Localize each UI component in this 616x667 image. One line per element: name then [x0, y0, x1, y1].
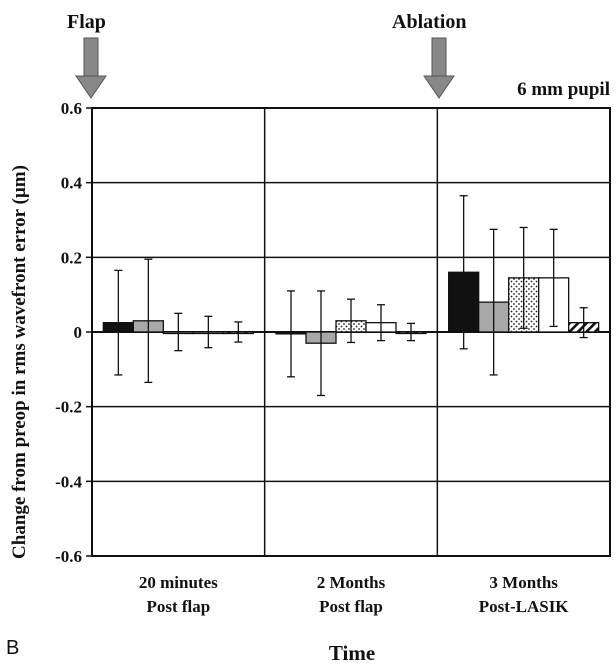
y-tick-label: 0.2: [61, 248, 82, 267]
panel-letter: B: [6, 637, 20, 659]
y-tick-labels: -0.6 -0.4 -0.2 0 0.2 0.4 0.6: [55, 99, 82, 566]
x-tick-label: 20 minutes: [139, 573, 218, 592]
y-tick-label: -0.6: [55, 547, 82, 566]
x-tick-label: Post flap: [146, 597, 210, 616]
y-tick-label: 0.6: [61, 99, 82, 118]
flap-annotation: Flap: [67, 11, 106, 33]
x-tick-label: 3 Months: [489, 573, 558, 592]
x-axis-label: Time: [329, 641, 375, 665]
flap-arrow-icon: [75, 37, 107, 99]
grid: [86, 107, 611, 557]
y-tick-label: 0: [74, 323, 83, 342]
x-tick-label: 2 Months: [317, 573, 386, 592]
y-tick-label: 0.4: [61, 174, 83, 193]
ablation-annotation: Ablation: [392, 11, 466, 33]
error-bars: [114, 195, 588, 397]
x-category-labels: 20 minutes Post flap 2 Months Post flap 3 Mo…: [139, 573, 569, 616]
x-tick-label: Post-LASIK: [479, 597, 570, 616]
ablation-arrow-icon: [423, 37, 455, 99]
pupil-annotation: 6 mm pupil: [517, 79, 610, 100]
y-axis-label: Change from preop in rms wavefront error…: [9, 165, 30, 559]
x-tick-label: Post flap: [319, 597, 383, 616]
y-tick-label: -0.2: [55, 398, 82, 417]
y-tick-label: -0.4: [55, 472, 82, 491]
